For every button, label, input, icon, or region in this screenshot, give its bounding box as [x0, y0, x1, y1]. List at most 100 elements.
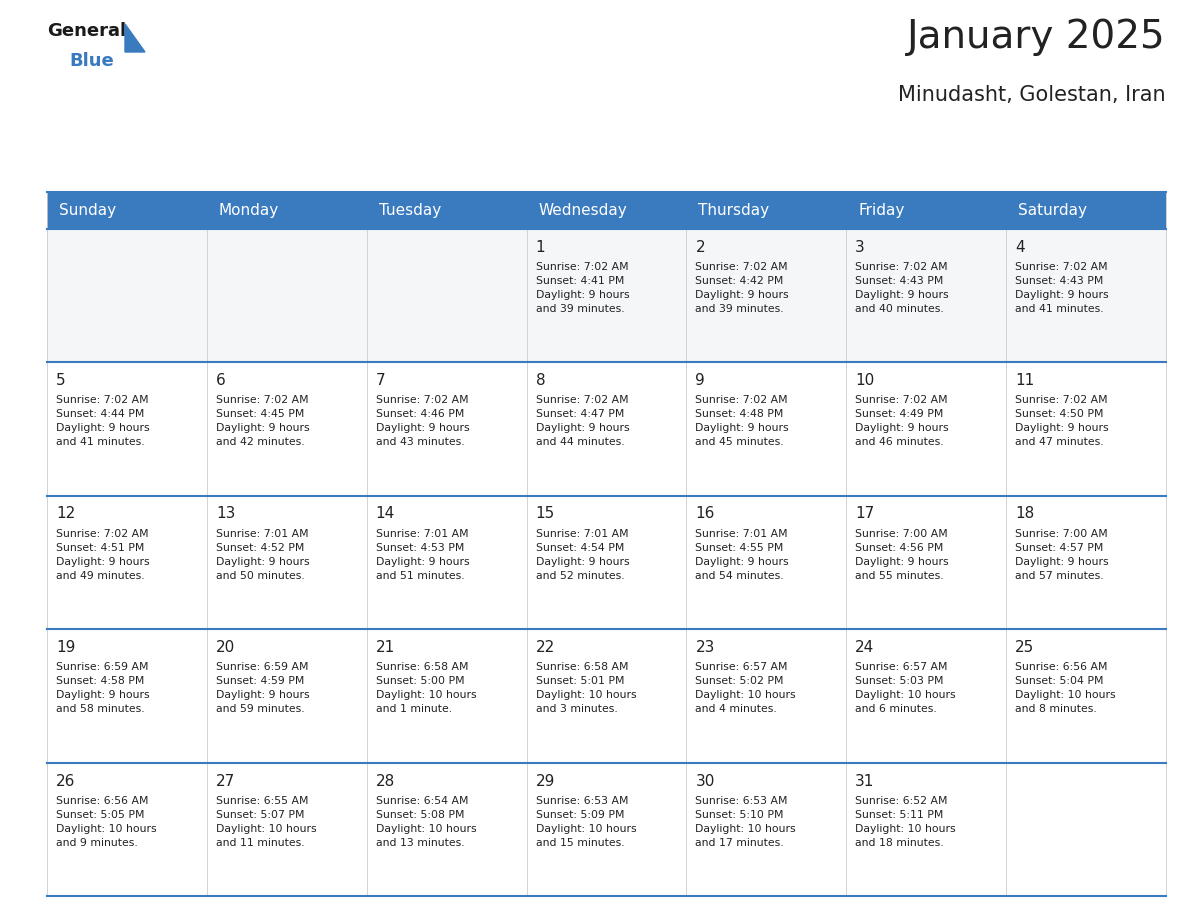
Text: Sunrise: 6:55 AM
Sunset: 5:07 PM
Daylight: 10 hours
and 11 minutes.: Sunrise: 6:55 AM Sunset: 5:07 PM Dayligh…	[216, 796, 316, 847]
Bar	[367, 362, 526, 496]
Text: 24: 24	[855, 640, 874, 655]
Bar	[687, 763, 846, 896]
Text: 4: 4	[1015, 240, 1025, 254]
Text: Sunrise: 6:53 AM
Sunset: 5:10 PM
Daylight: 10 hours
and 17 minutes.: Sunrise: 6:53 AM Sunset: 5:10 PM Dayligh…	[695, 796, 796, 847]
Text: 18: 18	[1015, 507, 1035, 521]
Text: 19: 19	[56, 640, 75, 655]
Text: 20: 20	[216, 640, 235, 655]
Bar	[846, 763, 1006, 896]
Bar	[207, 629, 367, 763]
Bar	[1006, 229, 1165, 362]
Text: Sunrise: 7:01 AM
Sunset: 4:54 PM
Daylight: 9 hours
and 52 minutes.: Sunrise: 7:01 AM Sunset: 4:54 PM Dayligh…	[536, 529, 630, 580]
Text: Sunrise: 7:02 AM
Sunset: 4:41 PM
Daylight: 9 hours
and 39 minutes.: Sunrise: 7:02 AM Sunset: 4:41 PM Dayligh…	[536, 262, 630, 314]
Bar	[1006, 362, 1165, 496]
Text: Blue: Blue	[69, 52, 114, 70]
Text: Sunrise: 7:02 AM
Sunset: 4:44 PM
Daylight: 9 hours
and 41 minutes.: Sunrise: 7:02 AM Sunset: 4:44 PM Dayligh…	[56, 395, 150, 447]
Text: Sunrise: 7:00 AM
Sunset: 4:56 PM
Daylight: 9 hours
and 55 minutes.: Sunrise: 7:00 AM Sunset: 4:56 PM Dayligh…	[855, 529, 949, 580]
Bar	[48, 192, 1165, 229]
Text: Sunday: Sunday	[59, 203, 116, 218]
Bar	[846, 496, 1006, 629]
Text: 30: 30	[695, 774, 715, 789]
Bar	[526, 229, 687, 362]
Bar	[846, 229, 1006, 362]
Bar	[207, 229, 367, 362]
Text: Sunrise: 6:56 AM
Sunset: 5:05 PM
Daylight: 10 hours
and 9 minutes.: Sunrise: 6:56 AM Sunset: 5:05 PM Dayligh…	[56, 796, 157, 847]
Bar	[207, 496, 367, 629]
Text: 9: 9	[695, 373, 706, 388]
Text: 27: 27	[216, 774, 235, 789]
Text: Sunrise: 7:02 AM
Sunset: 4:42 PM
Daylight: 9 hours
and 39 minutes.: Sunrise: 7:02 AM Sunset: 4:42 PM Dayligh…	[695, 262, 789, 314]
Text: 14: 14	[375, 507, 394, 521]
Bar	[48, 229, 207, 362]
Text: Sunrise: 7:02 AM
Sunset: 4:48 PM
Daylight: 9 hours
and 45 minutes.: Sunrise: 7:02 AM Sunset: 4:48 PM Dayligh…	[695, 395, 789, 447]
Text: Minudasht, Golestan, Iran: Minudasht, Golestan, Iran	[898, 85, 1165, 105]
Bar	[48, 763, 207, 896]
Text: 26: 26	[56, 774, 75, 789]
Text: Sunrise: 7:02 AM
Sunset: 4:51 PM
Daylight: 9 hours
and 49 minutes.: Sunrise: 7:02 AM Sunset: 4:51 PM Dayligh…	[56, 529, 150, 580]
Text: Tuesday: Tuesday	[379, 203, 441, 218]
Bar	[526, 496, 687, 629]
Bar	[846, 629, 1006, 763]
Text: 28: 28	[375, 774, 394, 789]
Text: 1: 1	[536, 240, 545, 254]
Text: Sunrise: 7:02 AM
Sunset: 4:50 PM
Daylight: 9 hours
and 47 minutes.: Sunrise: 7:02 AM Sunset: 4:50 PM Dayligh…	[1015, 395, 1108, 447]
Bar	[367, 629, 526, 763]
Text: 22: 22	[536, 640, 555, 655]
Text: Sunrise: 7:01 AM
Sunset: 4:55 PM
Daylight: 9 hours
and 54 minutes.: Sunrise: 7:01 AM Sunset: 4:55 PM Dayligh…	[695, 529, 789, 580]
Text: Sunrise: 6:58 AM
Sunset: 5:01 PM
Daylight: 10 hours
and 3 minutes.: Sunrise: 6:58 AM Sunset: 5:01 PM Dayligh…	[536, 662, 637, 714]
Text: Sunrise: 7:01 AM
Sunset: 4:53 PM
Daylight: 9 hours
and 51 minutes.: Sunrise: 7:01 AM Sunset: 4:53 PM Dayligh…	[375, 529, 469, 580]
Bar	[367, 763, 526, 896]
Text: Thursday: Thursday	[699, 203, 770, 218]
Text: Sunrise: 7:02 AM
Sunset: 4:49 PM
Daylight: 9 hours
and 46 minutes.: Sunrise: 7:02 AM Sunset: 4:49 PM Dayligh…	[855, 395, 949, 447]
Bar	[48, 362, 207, 496]
Bar	[846, 362, 1006, 496]
Bar	[367, 229, 526, 362]
Text: Monday: Monday	[219, 203, 279, 218]
Text: 11: 11	[1015, 373, 1035, 388]
Bar	[526, 629, 687, 763]
Text: Sunrise: 7:02 AM
Sunset: 4:47 PM
Daylight: 9 hours
and 44 minutes.: Sunrise: 7:02 AM Sunset: 4:47 PM Dayligh…	[536, 395, 630, 447]
Text: 7: 7	[375, 373, 385, 388]
Text: Sunrise: 7:02 AM
Sunset: 4:43 PM
Daylight: 9 hours
and 40 minutes.: Sunrise: 7:02 AM Sunset: 4:43 PM Dayligh…	[855, 262, 949, 314]
Bar	[1006, 496, 1165, 629]
Text: 8: 8	[536, 373, 545, 388]
Text: General: General	[48, 22, 126, 40]
Bar	[207, 362, 367, 496]
Text: 10: 10	[855, 373, 874, 388]
Text: 3: 3	[855, 240, 865, 254]
Text: Wednesday: Wednesday	[538, 203, 627, 218]
Bar	[526, 362, 687, 496]
Text: Sunrise: 6:57 AM
Sunset: 5:02 PM
Daylight: 10 hours
and 4 minutes.: Sunrise: 6:57 AM Sunset: 5:02 PM Dayligh…	[695, 662, 796, 714]
Text: Sunrise: 7:00 AM
Sunset: 4:57 PM
Daylight: 9 hours
and 57 minutes.: Sunrise: 7:00 AM Sunset: 4:57 PM Dayligh…	[1015, 529, 1108, 580]
Bar	[48, 496, 207, 629]
Bar	[687, 496, 846, 629]
Bar	[687, 229, 846, 362]
Bar	[526, 763, 687, 896]
Bar	[1006, 629, 1165, 763]
Text: Sunrise: 7:02 AM
Sunset: 4:43 PM
Daylight: 9 hours
and 41 minutes.: Sunrise: 7:02 AM Sunset: 4:43 PM Dayligh…	[1015, 262, 1108, 314]
Text: 6: 6	[216, 373, 226, 388]
Text: 12: 12	[56, 507, 75, 521]
Text: Sunrise: 7:02 AM
Sunset: 4:46 PM
Daylight: 9 hours
and 43 minutes.: Sunrise: 7:02 AM Sunset: 4:46 PM Dayligh…	[375, 395, 469, 447]
Bar	[48, 629, 207, 763]
Bar	[207, 763, 367, 896]
Text: Sunrise: 6:54 AM
Sunset: 5:08 PM
Daylight: 10 hours
and 13 minutes.: Sunrise: 6:54 AM Sunset: 5:08 PM Dayligh…	[375, 796, 476, 847]
Text: January 2025: January 2025	[908, 18, 1165, 56]
Text: 31: 31	[855, 774, 874, 789]
Bar	[687, 362, 846, 496]
Text: Sunrise: 6:59 AM
Sunset: 4:59 PM
Daylight: 9 hours
and 59 minutes.: Sunrise: 6:59 AM Sunset: 4:59 PM Dayligh…	[216, 662, 310, 714]
Text: Sunrise: 6:57 AM
Sunset: 5:03 PM
Daylight: 10 hours
and 6 minutes.: Sunrise: 6:57 AM Sunset: 5:03 PM Dayligh…	[855, 662, 956, 714]
Text: Sunrise: 6:53 AM
Sunset: 5:09 PM
Daylight: 10 hours
and 15 minutes.: Sunrise: 6:53 AM Sunset: 5:09 PM Dayligh…	[536, 796, 637, 847]
Text: Friday: Friday	[858, 203, 904, 218]
Text: 2: 2	[695, 240, 704, 254]
Text: Sunrise: 6:52 AM
Sunset: 5:11 PM
Daylight: 10 hours
and 18 minutes.: Sunrise: 6:52 AM Sunset: 5:11 PM Dayligh…	[855, 796, 956, 847]
Text: 15: 15	[536, 507, 555, 521]
Bar	[1006, 763, 1165, 896]
Text: Sunrise: 6:58 AM
Sunset: 5:00 PM
Daylight: 10 hours
and 1 minute.: Sunrise: 6:58 AM Sunset: 5:00 PM Dayligh…	[375, 662, 476, 714]
Text: 17: 17	[855, 507, 874, 521]
Text: Sunrise: 6:56 AM
Sunset: 5:04 PM
Daylight: 10 hours
and 8 minutes.: Sunrise: 6:56 AM Sunset: 5:04 PM Dayligh…	[1015, 662, 1116, 714]
Text: 21: 21	[375, 640, 394, 655]
Text: 23: 23	[695, 640, 715, 655]
Text: Saturday: Saturday	[1018, 203, 1087, 218]
Text: 29: 29	[536, 774, 555, 789]
